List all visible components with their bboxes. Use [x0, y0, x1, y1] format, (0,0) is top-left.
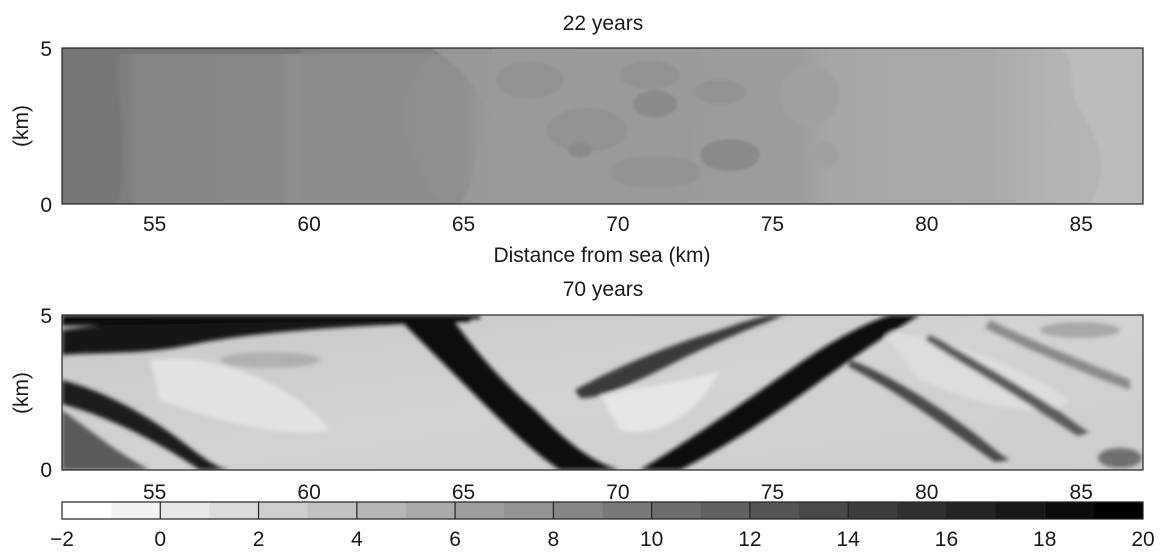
- colorbar-tick-label: 0: [154, 528, 166, 551]
- panel1-ytick-0: 0: [40, 194, 52, 217]
- colorbar-cell: [897, 502, 947, 519]
- colorbar-ticks: −2 0 2 4 6 8 10 12 14 16 18 20: [50, 502, 1155, 551]
- panel1-patch: [620, 61, 680, 89]
- panel2-shoal: [600, 370, 720, 432]
- panel2-patch: [220, 352, 320, 368]
- panel1-field: [62, 48, 1143, 204]
- panel1-xtick-label: 65: [452, 213, 475, 236]
- panel1-patch: [609, 156, 701, 188]
- panel1-xticks: 55 60 65 70 75 80 85: [143, 213, 1093, 236]
- panel2-frame: [61, 314, 1144, 471]
- colorbar-frame: [61, 501, 1144, 520]
- panel1-xlabel: Distance from sea (km): [493, 244, 710, 267]
- colorbar-tick-label: 12: [738, 528, 761, 551]
- panel2-xticks: 55 60 65 70 75 80 85: [143, 481, 1093, 504]
- panel1-zone-sea: [62, 48, 124, 204]
- colorbar-tick-label: −2: [50, 528, 74, 551]
- colorbar-cell: [946, 502, 997, 519]
- panel1-zone-mid: [300, 48, 440, 204]
- panel2-channel: [62, 380, 230, 470]
- panel2-title: 70 years: [563, 278, 644, 301]
- colorbar-cell: [504, 502, 554, 519]
- colorbar-tick-label: 8: [548, 528, 560, 551]
- panel2-channel: [640, 315, 920, 470]
- colorbar-tick-label: 14: [837, 528, 861, 551]
- panel2-xtick-label: 60: [297, 481, 320, 504]
- colorbar-cell: [651, 502, 702, 519]
- panel1-ytick-5: 5: [40, 38, 52, 61]
- panel2-field: [62, 315, 1143, 470]
- colorbar-cell: [1093, 502, 1144, 519]
- colorbar: −2 0 2 4 6 8 10 12 14 16 18 20: [50, 501, 1155, 551]
- panel2-channel: [575, 315, 785, 399]
- panel1-zone-upstream: [1060, 48, 1143, 204]
- colorbar-tick-label: 16: [935, 528, 958, 551]
- panel2-channel: [985, 320, 1130, 390]
- panel2-xtick-label: 55: [143, 481, 166, 504]
- panel1-patch: [496, 62, 564, 98]
- panel2-ylabel: (km): [10, 372, 33, 414]
- colorbar-cell: [1044, 502, 1095, 519]
- colorbar-cell: [209, 502, 260, 519]
- panel2-channel: [62, 316, 470, 355]
- panel2-channel: [395, 315, 620, 470]
- panel1-patch: [633, 90, 677, 118]
- panel2-channel: [62, 315, 480, 326]
- panel-22-years: 22 years 5 0 (km): [10, 12, 1144, 267]
- panel2-channel: [848, 360, 1010, 462]
- colorbar-cell: [111, 502, 161, 519]
- panel2-xtick-label: 85: [1070, 481, 1093, 504]
- panel1-frame: [61, 47, 1144, 205]
- panel2-xtick-label: 80: [915, 481, 938, 504]
- colorbar-tick-label: 2: [253, 528, 265, 551]
- panel2-patch: [1098, 448, 1142, 468]
- colorbar-cell: [307, 502, 358, 519]
- panel1-patch: [547, 108, 627, 152]
- colorbar-cell: [700, 502, 751, 519]
- colorbar-tick-label: 10: [640, 528, 663, 551]
- panel2-ytick-5: 5: [40, 305, 52, 328]
- colorbar-tick-label: 4: [351, 528, 363, 551]
- panel1-top-band: [62, 48, 492, 54]
- colorbar-cell: [602, 502, 653, 519]
- colorbar-cell: [356, 502, 407, 519]
- panel2-channel: [62, 410, 150, 470]
- panel2-xtick-label: 65: [452, 481, 475, 504]
- panel1-patch: [700, 139, 760, 171]
- colorbar-cell: [62, 502, 112, 519]
- panel2-shoal: [150, 358, 330, 433]
- colorbar-cell: [749, 502, 800, 519]
- panel-70-years: 70 years: [10, 278, 1144, 504]
- panel2-patch: [1040, 322, 1120, 338]
- panel1-patch: [568, 142, 592, 158]
- colorbar-cell: [995, 502, 1046, 519]
- panel2-channel: [925, 335, 1090, 436]
- colorbar-cell: [553, 502, 603, 519]
- panel2-xtick-label: 75: [761, 481, 784, 504]
- colorbar-cell: [799, 502, 849, 519]
- colorbar-tick-label: 6: [449, 528, 461, 551]
- panel2-ytick-0: 0: [40, 459, 52, 482]
- panel1-xtick-label: 55: [143, 213, 166, 236]
- colorbar-tick-label: 20: [1131, 528, 1154, 551]
- colorbar-cell: [405, 502, 456, 519]
- panel1-xtick-label: 60: [297, 213, 320, 236]
- panel1-patch: [694, 80, 746, 104]
- panel1-xtick-label: 70: [606, 213, 629, 236]
- panel1-xtick-label: 75: [761, 213, 784, 236]
- colorbar-tick-label: 18: [1033, 528, 1056, 551]
- panel1-title: 22 years: [563, 12, 644, 35]
- colorbar-cell: [848, 502, 898, 519]
- colorbar-cell: [160, 502, 210, 519]
- panel1-xtick-label: 80: [915, 213, 938, 236]
- panel1-patch: [780, 65, 840, 125]
- panel1-ylabel: (km): [10, 105, 33, 147]
- panel1-xtick-label: 85: [1070, 213, 1093, 236]
- colorbar-cell: [258, 502, 309, 519]
- panel2-xtick-label: 70: [606, 481, 629, 504]
- panel1-patch: [811, 141, 839, 169]
- colorbar-cells: [62, 502, 1144, 519]
- colorbar-cell: [455, 502, 505, 519]
